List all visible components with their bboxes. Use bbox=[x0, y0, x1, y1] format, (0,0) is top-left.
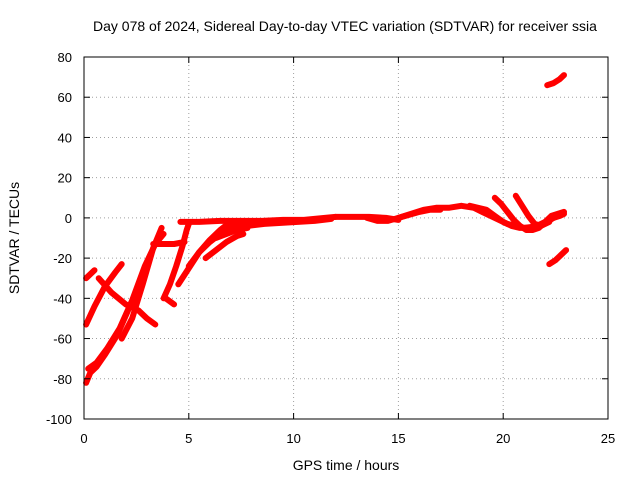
series-arc-8 bbox=[160, 220, 192, 302]
plot-area bbox=[83, 72, 570, 386]
chart-title: Day 078 of 2024, Sidereal Day-to-day VTE… bbox=[93, 18, 597, 34]
series-arc-15 bbox=[227, 215, 335, 231]
x-tick-label: 20 bbox=[496, 431, 510, 446]
series-arc-7 bbox=[150, 239, 188, 247]
series-arc-9 bbox=[162, 295, 178, 308]
y-tick-label: 0 bbox=[65, 211, 72, 226]
series-arc-12 bbox=[202, 231, 247, 262]
series-arc-1 bbox=[83, 267, 98, 282]
y-tick-label: -20 bbox=[53, 251, 72, 266]
series-arc-23 bbox=[546, 247, 570, 268]
x-tick-label: 10 bbox=[286, 431, 300, 446]
y-tick-label: -40 bbox=[53, 291, 72, 306]
x-tick-label: 25 bbox=[601, 431, 615, 446]
series-arc-5 bbox=[95, 275, 159, 328]
series-arc-21 bbox=[512, 192, 567, 229]
x-tick-label: 15 bbox=[391, 431, 405, 446]
y-tick-label: 20 bbox=[58, 171, 72, 186]
grid-lines bbox=[84, 57, 608, 419]
y-tick-label: 40 bbox=[58, 130, 72, 145]
y-tick-label: 80 bbox=[58, 50, 72, 65]
x-tick-label: 0 bbox=[80, 431, 87, 446]
plot-frame bbox=[83, 56, 609, 420]
y-tick-label: -60 bbox=[53, 332, 72, 347]
x-tick-label: 5 bbox=[185, 431, 192, 446]
x-axis-ticks: 0 5 10 15 20 25 bbox=[80, 57, 615, 446]
y-axis-ticks: -100 -80 -60 -40 -20 0 20 40 60 80 bbox=[46, 50, 608, 427]
series-arc-22 bbox=[544, 72, 567, 89]
y-tick-label: -100 bbox=[46, 412, 72, 427]
y-tick-label: 60 bbox=[58, 90, 72, 105]
y-axis-label: SDTVAR / TECUs bbox=[6, 182, 22, 294]
y-tick-label: -80 bbox=[53, 372, 72, 387]
x-axis-label: GPS time / hours bbox=[293, 457, 400, 473]
